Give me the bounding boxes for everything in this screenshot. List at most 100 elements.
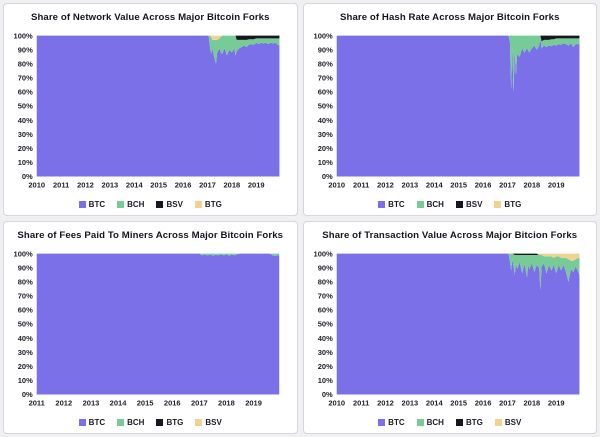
legend-swatch-btc (78, 201, 86, 208)
legend-swatch-bsv (195, 419, 203, 426)
series-area-bsv (336, 35, 579, 42)
chart-panel-transaction-value: Share of Transaction Value Across Major … (302, 221, 597, 434)
x-tick-label: 2013 (83, 398, 100, 407)
series-area-btc (336, 253, 579, 395)
y-tick-label: 80% (317, 59, 332, 68)
legend-item-btg: BTG (455, 418, 483, 427)
chart-title-transaction-value: Share of Transaction Value Across Major … (322, 230, 578, 241)
x-tick-label: 2011 (352, 180, 368, 189)
y-tick-label: 20% (317, 362, 332, 371)
x-tick-label: 2011 (53, 180, 69, 189)
x-tick-label: 2016 (164, 398, 181, 407)
x-tick-label: 2014 (126, 180, 144, 189)
legend-label: BTC (388, 200, 405, 209)
y-tick-label: 0% (22, 172, 33, 181)
x-tick-label: 2013 (401, 180, 418, 189)
legend-item-bsv: BSV (156, 200, 183, 209)
legend-swatch-btc (78, 419, 86, 426)
x-tick-label: 2010 (28, 180, 45, 189)
chart-title-network-value: Share of Network Value Across Major Bitc… (30, 12, 270, 23)
legend-label: BTG (166, 418, 184, 427)
x-tick-label: 2016 (175, 180, 192, 189)
y-tick-label: 80% (18, 59, 33, 68)
legend-label: BSV (504, 418, 522, 427)
x-tick-label: 2014 (110, 398, 128, 407)
y-tick-label: 80% (18, 277, 33, 286)
legend-label: BTC (388, 418, 405, 427)
x-tick-label: 2018 (523, 180, 540, 189)
y-tick-label: 30% (18, 348, 33, 357)
series-area-bsv (36, 35, 280, 40)
series-area-btc (36, 253, 280, 395)
series-area-btg (36, 35, 280, 40)
x-tick-label: 2018 (218, 398, 235, 407)
y-tick-label: 10% (18, 158, 33, 167)
y-tick-label: 40% (18, 116, 33, 125)
legend-item-bch: BCH (117, 200, 144, 209)
legend-item-btc: BTC (378, 418, 405, 427)
chart-legend-fees: BTC BCH BTG BSV (4, 418, 297, 433)
x-tick-label: 2019 (547, 180, 564, 189)
legend-swatch-bch (416, 419, 424, 426)
y-tick-label: 60% (18, 88, 33, 97)
x-tick-label: 2013 (401, 398, 418, 407)
y-tick-label: 70% (317, 292, 332, 301)
legend-item-bch: BCH (416, 418, 444, 427)
chart-panel-network-value: Share of Network Value Across Major Bitc… (3, 3, 298, 216)
legend-item-btg: BTG (156, 418, 183, 427)
x-tick-label: 2015 (150, 180, 167, 189)
y-tick-label: 90% (317, 45, 332, 54)
legend-item-bsv: BSV (455, 200, 483, 209)
legend-swatch-bch (117, 201, 125, 208)
legend-label: BTG (504, 200, 522, 209)
chart-panel-fees: Share of Fees Paid To Miners Across Majo… (3, 221, 298, 434)
y-tick-label: 10% (18, 376, 33, 385)
legend-item-btg: BTG (194, 200, 222, 209)
legend-swatch-bsv (156, 201, 164, 208)
legend-swatch-bsv (455, 201, 463, 208)
legend-swatch-btg (455, 419, 463, 426)
y-tick-label: 60% (317, 306, 332, 315)
x-tick-label: 2017 (499, 398, 516, 407)
legend-label: BTC (88, 418, 106, 427)
x-tick-label: 2019 (245, 398, 262, 407)
y-tick-label: 0% (321, 390, 332, 399)
y-tick-label: 70% (317, 74, 332, 83)
y-tick-label: 100% (313, 249, 333, 258)
y-tick-label: 50% (317, 102, 332, 111)
chart-title-hash-rate: Share of Hash Rate Across Major Bitcoin … (339, 12, 560, 23)
y-tick-label: 50% (18, 320, 33, 329)
chart-panel-hash-rate: Share of Hash Rate Across Major Bitcoin … (302, 3, 597, 216)
x-tick-label: 2012 (77, 180, 94, 189)
x-tick-label: 2017 (191, 398, 208, 407)
legend-item-bsv: BSV (494, 418, 522, 427)
x-tick-label: 2019 (248, 180, 265, 189)
legend-item-bch: BCH (416, 200, 444, 209)
y-tick-label: 50% (317, 320, 332, 329)
stacked-area-chart-network-value: 100% 90% 80% 70% 60% 50% 40% 30% 20% 10% 0% 2010 201… (4, 24, 297, 200)
y-tick-label: 0% (22, 390, 33, 399)
chart-canvas: 100% 90% 80% 70% 60% 50% 40% 30% 20% 10% 0%2011 201… (14, 249, 280, 407)
y-tick-label: 30% (317, 130, 332, 139)
legend-label: BSV (465, 200, 483, 209)
legend-item-bch: BCH (117, 418, 144, 427)
y-tick-label: 80% (317, 277, 332, 286)
legend-item-btc: BTC (78, 200, 105, 209)
chart-title-fees: Share of Fees Paid To Miners Across Majo… (17, 230, 284, 241)
x-tick-label: 2017 (199, 180, 216, 189)
legend-item-btc: BTC (378, 200, 405, 209)
legend-swatch-btc (378, 201, 386, 208)
y-tick-label: 90% (18, 263, 33, 272)
series-area-bch (36, 253, 280, 256)
legend-label: BSV (205, 418, 222, 427)
y-tick-label: 60% (18, 306, 33, 315)
legend-swatch-btg (494, 201, 502, 208)
legend-swatch-btc (378, 419, 386, 426)
x-tick-label: 2015 (137, 398, 154, 407)
x-tick-label: 2015 (450, 398, 467, 407)
y-tick-label: 100% (313, 31, 333, 40)
chart-legend-network-value: BTC BCH BSV BTG (4, 200, 297, 215)
legend-swatch-bch (416, 201, 424, 208)
x-tick-label: 2014 (425, 180, 443, 189)
legend-item-btg: BTG (494, 200, 521, 209)
